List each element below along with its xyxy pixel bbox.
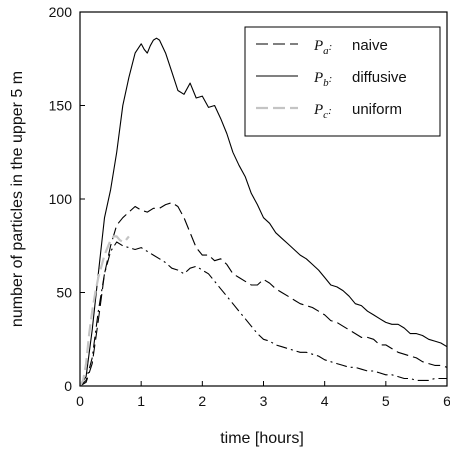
x-tick-label: 4 (321, 393, 329, 409)
y-axis-label: number of particles in the upper 5 m (9, 71, 26, 327)
legend-label: naive (352, 37, 388, 54)
x-axis-label: time [hours] (220, 430, 304, 447)
y-tick-label: 50 (56, 285, 72, 301)
x-tick-label: 5 (382, 393, 390, 409)
legend-label: uniform (352, 101, 402, 118)
y-tick-label: 150 (49, 98, 73, 114)
legend-box (244, 26, 441, 137)
series-line-gray-dashed (79, 235, 130, 387)
y-tick-label: 0 (64, 378, 72, 394)
x-tick-label: 1 (137, 393, 145, 409)
series-line-dashed (79, 202, 448, 387)
legend-label: diffusive (352, 69, 407, 86)
series-line-solid (79, 37, 448, 387)
x-tick-label: 6 (443, 393, 450, 409)
y-tick-label: 200 (49, 4, 73, 20)
series-line-dashdot (79, 241, 447, 387)
x-tick-label: 2 (198, 393, 206, 409)
series-layer (79, 37, 448, 387)
x-tick-label: 3 (260, 393, 268, 409)
ticks-layer: 0 1 2 3 4 5 6 0 50 100 150 200 (49, 4, 450, 409)
x-tick-label: 0 (76, 393, 84, 409)
y-tick-label: 100 (49, 191, 73, 207)
